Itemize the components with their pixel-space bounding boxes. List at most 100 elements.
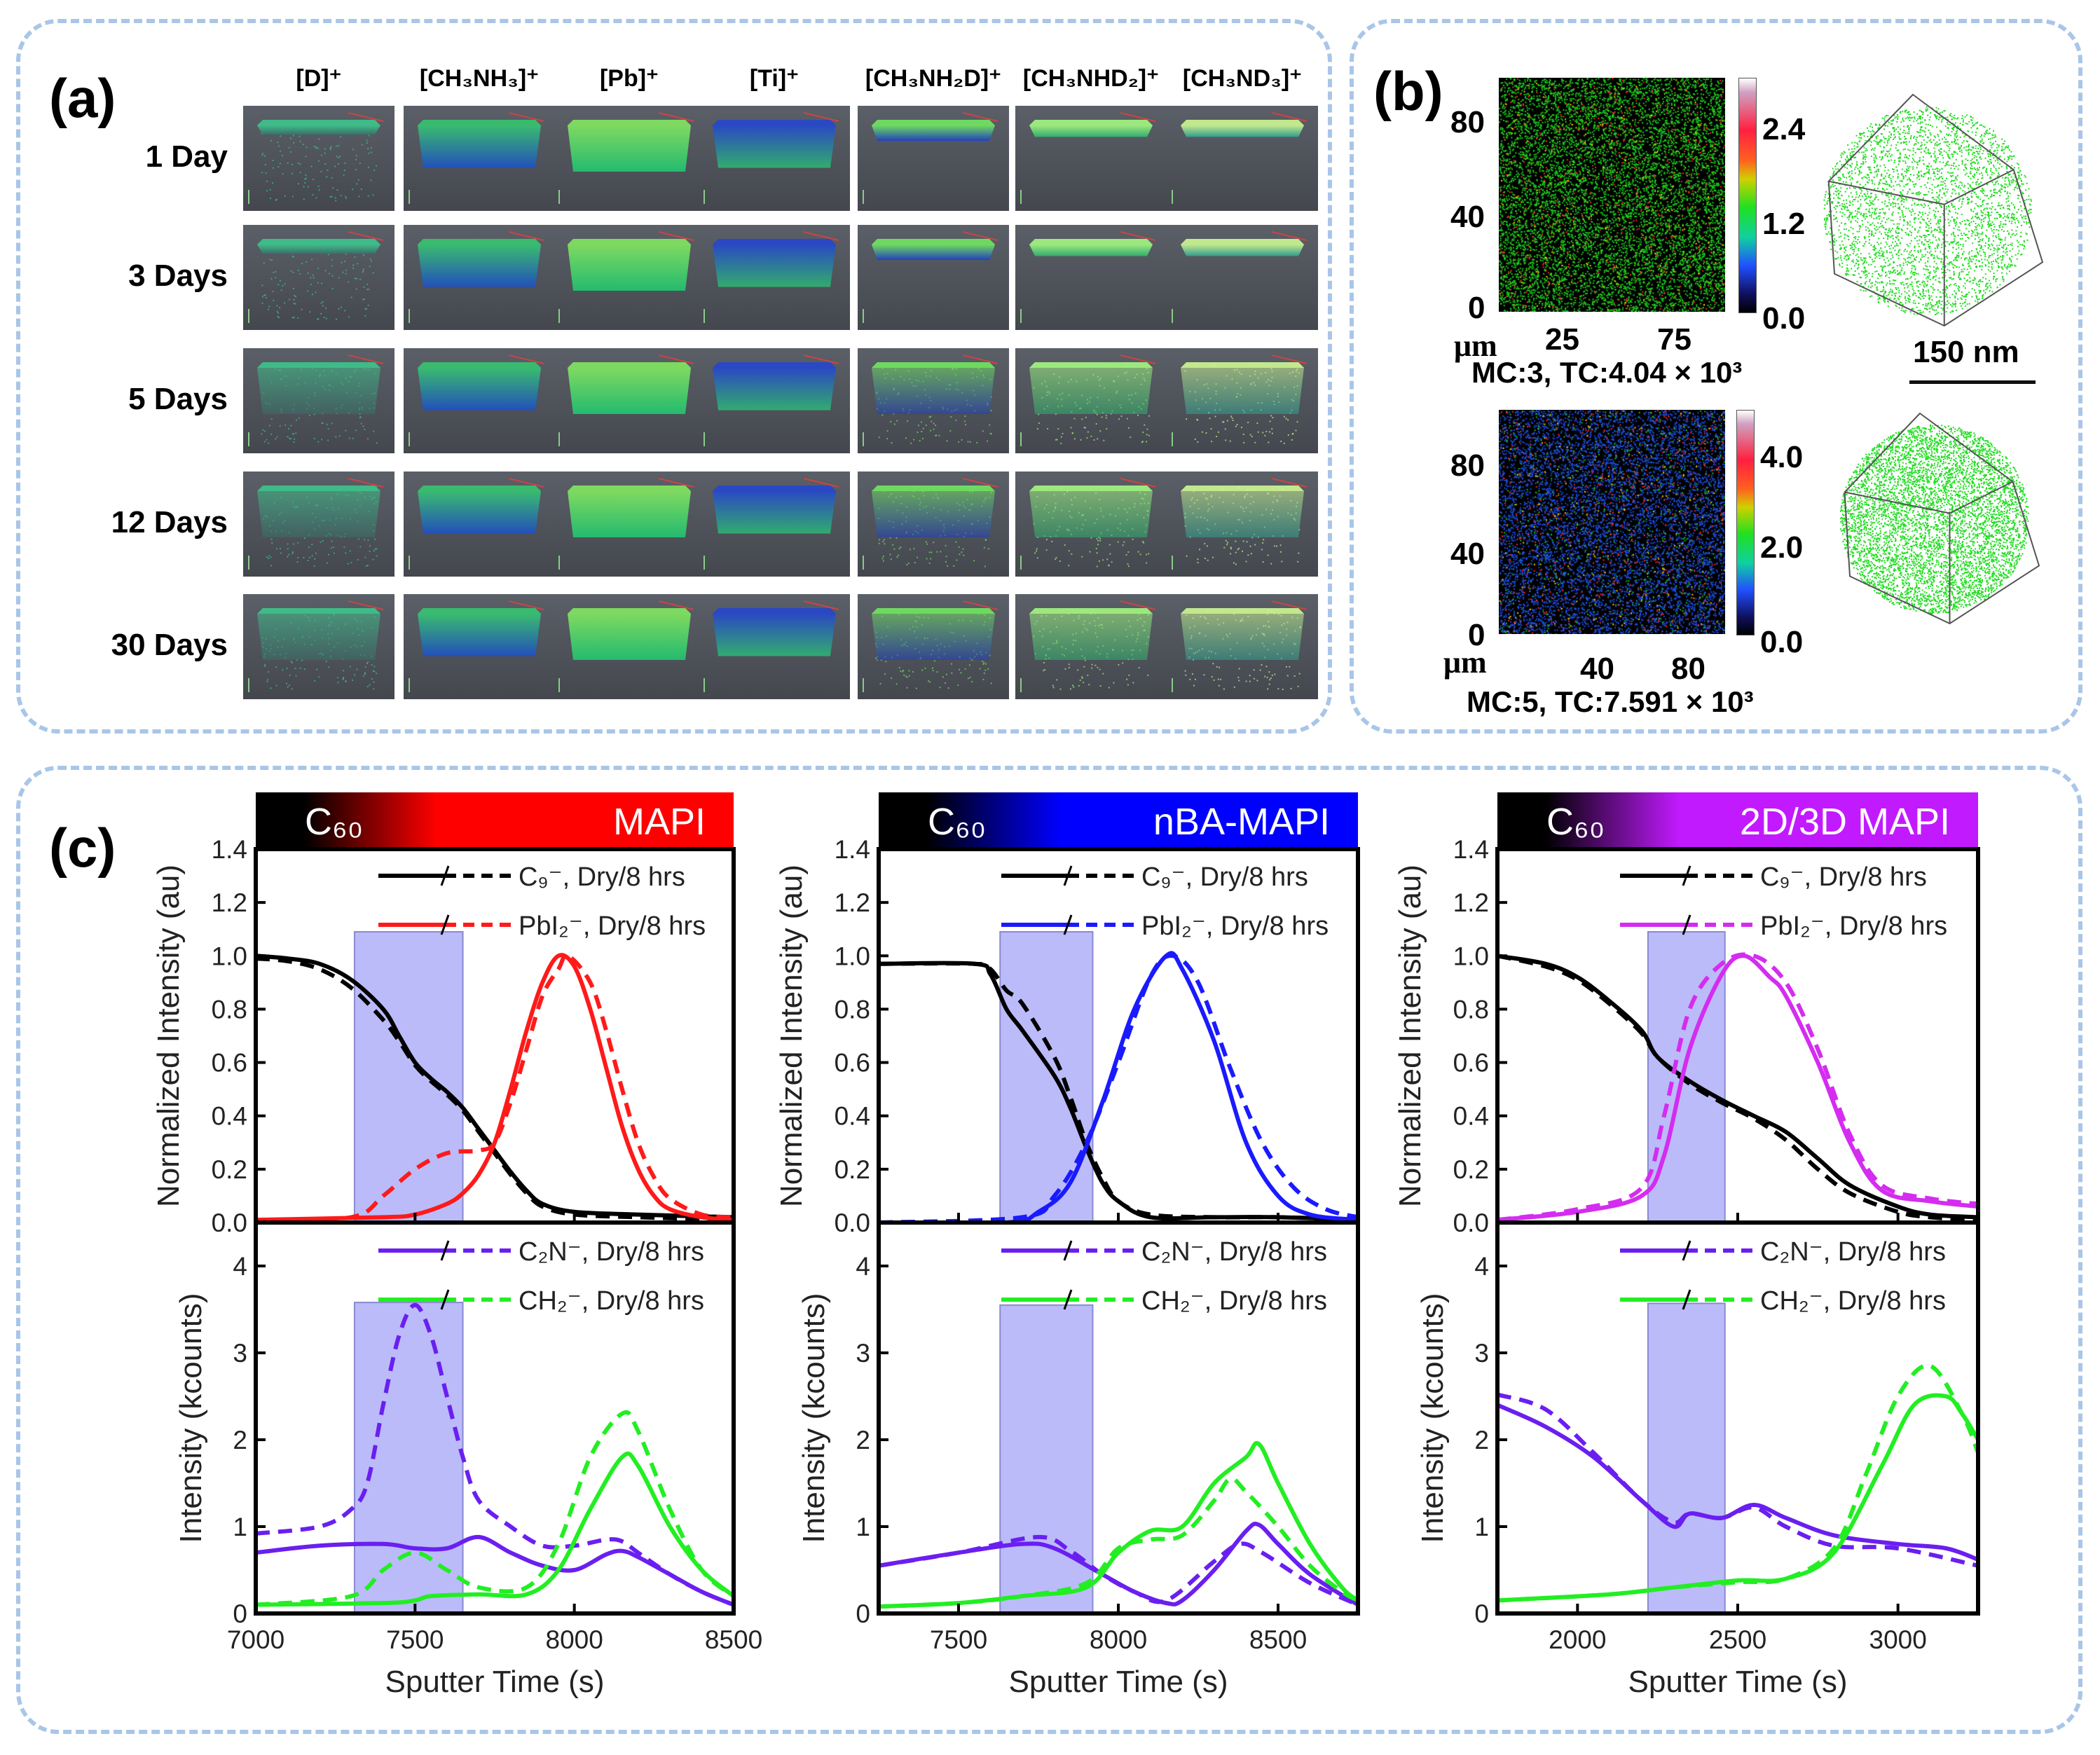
map1-xtick-25: 25 bbox=[1545, 322, 1579, 357]
slab-render bbox=[554, 472, 705, 577]
map1-ytick-80: 80 bbox=[1450, 105, 1485, 140]
tomography-tile bbox=[404, 594, 555, 699]
scale-bar-label: 150 nm bbox=[1913, 335, 2019, 370]
colorbar2-tick-mid: 2.0 bbox=[1760, 530, 1803, 565]
slab-render bbox=[1167, 348, 1318, 453]
tomography-tile bbox=[699, 594, 850, 699]
tomography-tile bbox=[858, 348, 1009, 453]
tomography-tile bbox=[1167, 472, 1318, 577]
panel-c-frame bbox=[16, 766, 2082, 1734]
map2-xtick-80: 80 bbox=[1671, 652, 1706, 687]
slab-render bbox=[699, 106, 850, 211]
map1-ytick-0: 0 bbox=[1468, 291, 1485, 326]
tomography-tile bbox=[1015, 225, 1167, 330]
colorbar2-tick-high: 4.0 bbox=[1760, 440, 1803, 475]
slab-render bbox=[699, 225, 850, 330]
ion-map-1 bbox=[1499, 78, 1725, 312]
tomography-tile bbox=[404, 472, 555, 577]
tomography-tile bbox=[554, 225, 705, 330]
tomography-tile bbox=[1015, 106, 1167, 211]
map2-unit: μm bbox=[1443, 645, 1487, 680]
slab-render bbox=[1167, 472, 1318, 577]
slab-render bbox=[1167, 106, 1318, 211]
slab-render bbox=[1167, 594, 1318, 699]
tomography-tile bbox=[699, 225, 850, 330]
point-cloud-cube bbox=[1840, 413, 2039, 624]
slab-render bbox=[1015, 106, 1167, 211]
tomography-tile bbox=[1167, 225, 1318, 330]
slab-render bbox=[699, 348, 850, 453]
slab-render bbox=[404, 472, 555, 577]
tomography-tile bbox=[858, 472, 1009, 577]
tomography-tile bbox=[554, 594, 705, 699]
row-label: 3 Days bbox=[70, 259, 228, 294]
map1-xtick-75: 75 bbox=[1657, 322, 1691, 357]
tomography-tile bbox=[404, 106, 555, 211]
column-header: [CH₃ND₃]⁺ bbox=[1162, 64, 1323, 92]
slab-render bbox=[243, 225, 394, 330]
tomography-tile bbox=[858, 594, 1009, 699]
colorbar-1 bbox=[1738, 78, 1757, 313]
column-header: [CH₃NH₃]⁺ bbox=[399, 64, 560, 92]
row-label: 30 Days bbox=[70, 628, 228, 663]
slab-render bbox=[404, 225, 555, 330]
slab-render bbox=[243, 348, 394, 453]
column-header: [Pb]⁺ bbox=[549, 64, 710, 92]
tomography-tile bbox=[1167, 594, 1318, 699]
map2-caption: MC:5, TC:7.591 × 10³ bbox=[1467, 685, 1754, 719]
slab-render bbox=[404, 594, 555, 699]
slab-render bbox=[858, 348, 1009, 453]
panel-a-label: (a) bbox=[49, 67, 116, 130]
colorbar1-tick-mid: 1.2 bbox=[1762, 207, 1805, 242]
slab-render bbox=[699, 594, 850, 699]
tomography-tile bbox=[1167, 106, 1318, 211]
tomography-tile bbox=[243, 106, 394, 211]
tomography-tile bbox=[699, 472, 850, 577]
slab-render bbox=[243, 472, 394, 577]
slab-render bbox=[858, 472, 1009, 577]
tomography-tile bbox=[243, 225, 394, 330]
map2-ytick-40: 40 bbox=[1450, 537, 1485, 572]
column-header: [D]⁺ bbox=[238, 64, 399, 92]
slab-render bbox=[554, 348, 705, 453]
colorbar1-tick-low: 0.0 bbox=[1762, 301, 1805, 336]
tomography-tile bbox=[699, 106, 850, 211]
tomography-tile bbox=[699, 348, 850, 453]
slab-render bbox=[1015, 225, 1167, 330]
slab-render bbox=[1015, 348, 1167, 453]
tomography-tile bbox=[243, 594, 394, 699]
slab-render bbox=[404, 106, 555, 211]
tomography-tile bbox=[404, 225, 555, 330]
tomography-tile bbox=[404, 348, 555, 453]
slab-render bbox=[1015, 472, 1167, 577]
colorbar-2 bbox=[1736, 410, 1755, 635]
slab-render bbox=[554, 225, 705, 330]
slab-render bbox=[858, 106, 1009, 211]
column-header: [CH₃NH₂D]⁺ bbox=[853, 64, 1014, 92]
slab-render bbox=[1167, 225, 1318, 330]
slab-render bbox=[699, 472, 850, 577]
map1-caption: MC:3, TC:4.04 × 10³ bbox=[1471, 356, 1742, 390]
tomography-tile bbox=[554, 348, 705, 453]
tomography-tile bbox=[243, 348, 394, 453]
colorbar1-tick-high: 2.4 bbox=[1762, 112, 1805, 147]
column-header: [CH₃NHD₂]⁺ bbox=[1010, 64, 1172, 92]
panel-b-label: (b) bbox=[1373, 60, 1443, 123]
slab-render bbox=[554, 594, 705, 699]
colorbar2-tick-low: 0.0 bbox=[1760, 625, 1803, 660]
tomography-tile bbox=[554, 106, 705, 211]
map2-xtick-40: 40 bbox=[1580, 652, 1614, 687]
tomography-tile bbox=[858, 106, 1009, 211]
row-label: 1 Day bbox=[70, 139, 228, 174]
map2-ytick-80: 80 bbox=[1450, 448, 1485, 483]
scale-bar bbox=[1909, 380, 2036, 384]
slab-render bbox=[404, 348, 555, 453]
tomography-tile bbox=[858, 225, 1009, 330]
tomography-tile bbox=[243, 472, 394, 577]
slab-render bbox=[243, 106, 394, 211]
panel-c-label: (c) bbox=[49, 816, 116, 880]
tomography-tile bbox=[1015, 594, 1167, 699]
slab-render bbox=[858, 594, 1009, 699]
tomography-tile bbox=[1015, 472, 1167, 577]
slab-render bbox=[554, 106, 705, 211]
